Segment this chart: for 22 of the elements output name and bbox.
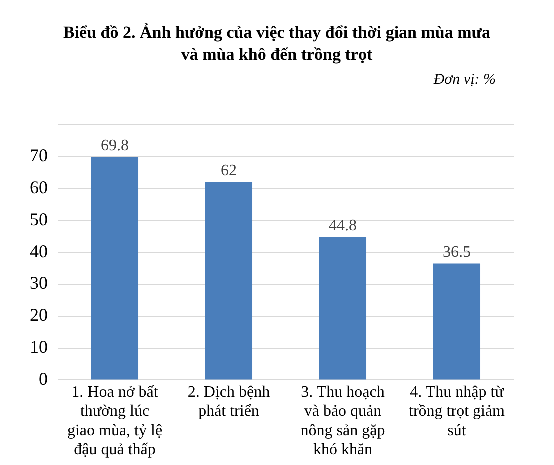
chart-subtitle: Đơn vị: % [434,72,496,89]
x-tick-label: 1. Hoa nở bất thường lúc giao mùa, tỷ lệ đậu quả thấp [67,384,163,459]
y-tick-label: 40 [30,241,48,262]
y-tick-label: 0 [39,368,48,389]
y-tick-label: 60 [30,178,48,198]
bar [205,182,253,380]
bar [91,158,139,380]
x-tick-label: 3. Thu hoạch và bảo quản nông sản gặp khó khăn [300,384,386,459]
y-tick-label: 50 [30,209,48,230]
y-tick-label: 10 [30,337,48,358]
bar [433,264,481,380]
data-label: 69.8 [101,138,129,155]
y-tick-label: 70 [30,146,48,166]
y-tick-label: 20 [30,305,48,326]
x-tick-label: 2. Dịch bệnh phát triển [188,384,270,420]
data-label: 36.5 [443,244,471,261]
data-label: 62 [221,162,237,180]
bar [319,237,367,380]
data-label: 44.8 [329,217,357,234]
chart-title: Biểu đồ 2. Ảnh hưởng của việc thay đổi thời gian mùa mưa và mùa khô đến trồng trọt [62,22,492,66]
x-tick-label: 4. Thu nhập từ trồng trọt giảm sút [409,384,506,440]
y-tick-label: 30 [30,273,48,294]
